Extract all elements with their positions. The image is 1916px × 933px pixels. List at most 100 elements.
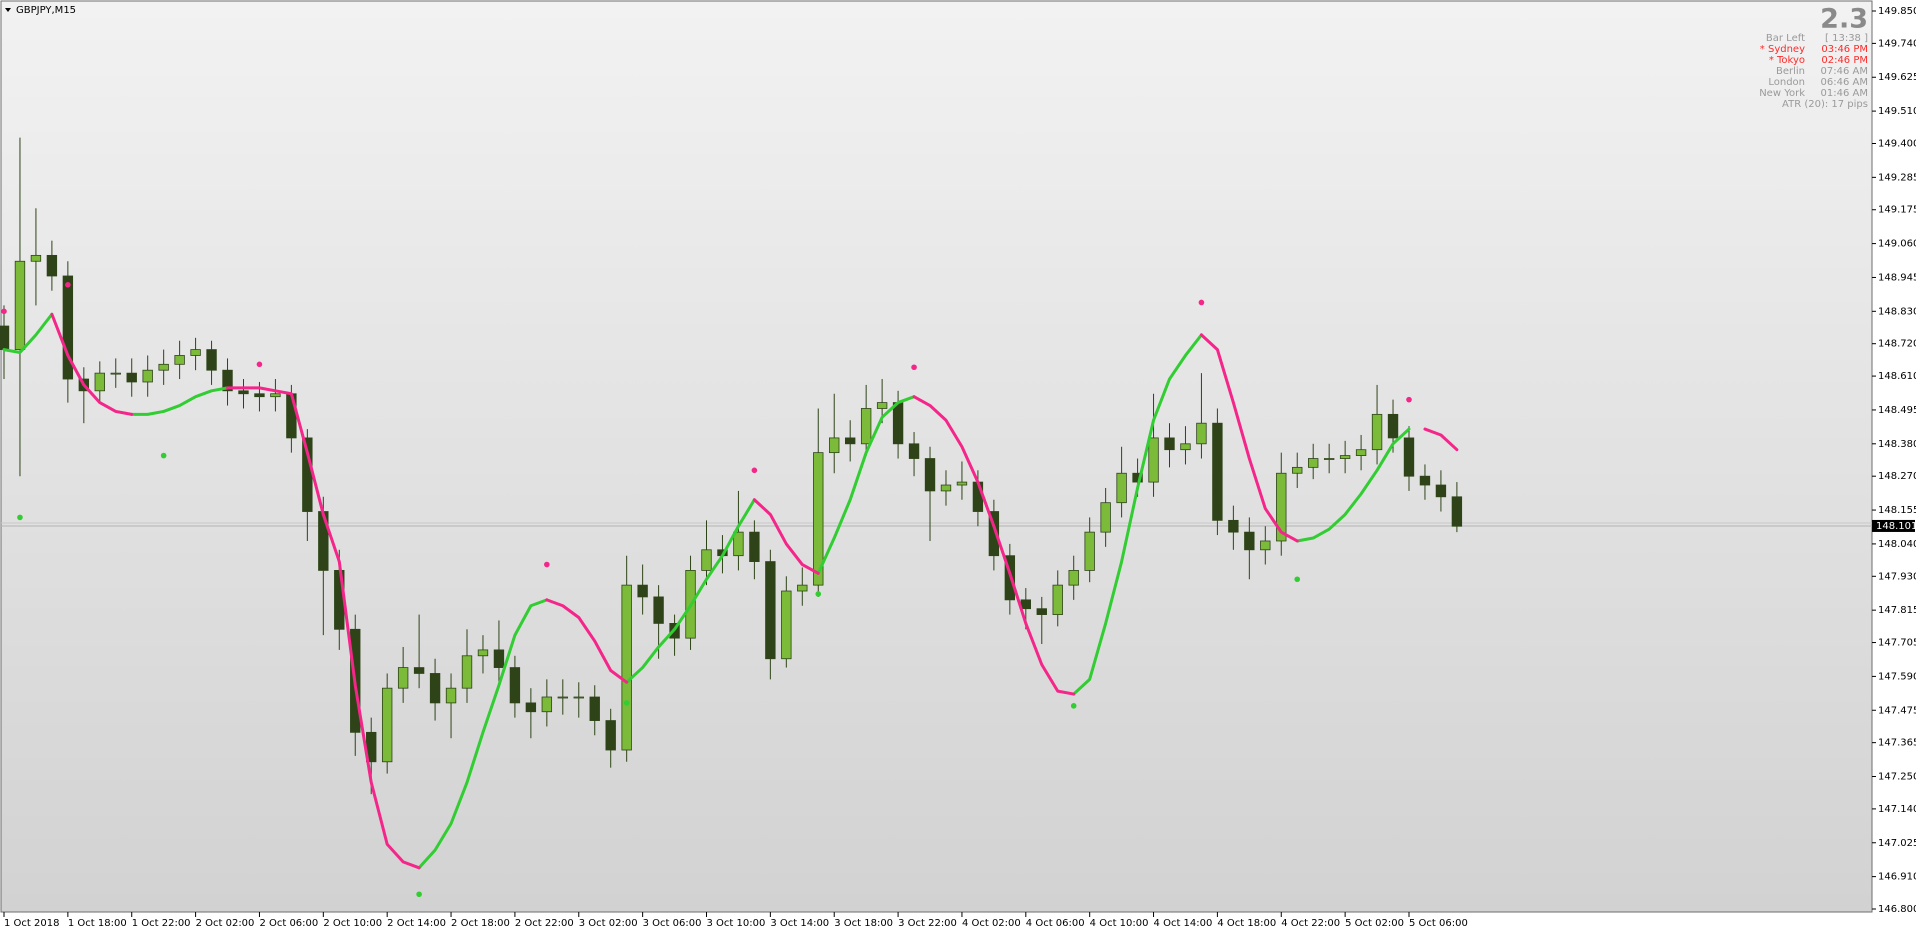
candle-body [1292, 466, 1303, 474]
candle-body [1068, 570, 1079, 586]
plot-area [0, 0, 1873, 913]
info-value: 07:46 AM [1821, 66, 1868, 77]
candle-body [1355, 449, 1367, 456]
candle-body [1180, 443, 1191, 451]
info-value: [ 13:38 ] [1825, 33, 1868, 44]
y-tick-label: 149.400 [1878, 138, 1916, 149]
candle-body [956, 481, 968, 486]
candle-body [892, 402, 904, 445]
candle-body [1308, 458, 1319, 468]
y-tick-label: 146.800 [1878, 904, 1916, 915]
y-tick-label: 148.610 [1878, 371, 1916, 382]
candle-body [1451, 496, 1463, 527]
x-tick-label: 4 Oct 18:00 [1217, 918, 1276, 929]
candle-body [62, 275, 74, 380]
signal-dot [1406, 396, 1412, 403]
y-tick-label: 146.910 [1878, 872, 1916, 883]
candle-body [270, 393, 281, 398]
candle-body [781, 590, 792, 660]
y-tick-label: 149.175 [1878, 205, 1916, 216]
x-tick-label: 1 Oct 18:00 [68, 918, 127, 929]
x-tick-label: 5 Oct 06:00 [1409, 918, 1468, 929]
x-tick-label: 1 Oct 22:00 [132, 918, 191, 929]
x-tick-label: 1 Oct 2018 [4, 918, 59, 929]
y-tick-label: 148.270 [1878, 471, 1916, 482]
candle-body [605, 720, 616, 751]
candle-body [972, 481, 984, 512]
candle-body [1371, 413, 1383, 451]
signal-dot [416, 891, 422, 898]
candle-body [1036, 608, 1047, 615]
candle-body [621, 584, 632, 751]
x-tick-label: 2 Oct 18:00 [451, 918, 510, 929]
indicator-line [50, 312, 1459, 870]
signal-dot [1294, 576, 1301, 583]
x-tick-label: 3 Oct 02:00 [579, 918, 638, 929]
candle-body [158, 363, 169, 371]
candle-body [908, 443, 920, 459]
y-tick-label: 147.815 [1878, 605, 1916, 616]
candle-body [222, 369, 233, 392]
candle-body [110, 372, 121, 375]
info-label: * Sydney [1760, 44, 1805, 55]
candle-body [445, 687, 457, 704]
y-tick-label: 148.830 [1878, 306, 1916, 317]
candle-body [860, 408, 872, 445]
signal-dot [544, 561, 550, 568]
y-tick-label: 149.285 [1878, 172, 1916, 183]
candle-body [238, 390, 249, 395]
candle-body [876, 402, 888, 409]
y-tick-label: 149.740 [1878, 38, 1916, 49]
candle-body [142, 369, 153, 383]
candle-body [1339, 455, 1351, 459]
info-value: 02:46 PM [1821, 55, 1868, 66]
candle-body [461, 655, 473, 689]
candle-body [573, 696, 584, 699]
candle-body [557, 696, 568, 699]
symbol-label: GBPJPY,M15 [16, 5, 76, 16]
x-tick-label: 2 Oct 10:00 [323, 918, 382, 929]
candle-body [1260, 540, 1271, 551]
candle-body [1020, 599, 1032, 610]
signal-dot [65, 282, 71, 288]
candle-body [844, 437, 856, 445]
x-tick-label: 3 Oct 18:00 [834, 918, 893, 929]
y-tick-label: 147.140 [1878, 804, 1916, 815]
signal-dot [1198, 299, 1205, 306]
candle-body [94, 372, 105, 392]
x-tick-label: 2 Oct 14:00 [387, 918, 446, 929]
y-tick-label: 148.720 [1878, 339, 1916, 350]
y-tick-label: 147.365 [1878, 738, 1916, 749]
y-tick-label: 148.040 [1878, 539, 1916, 550]
info-panel: Bar Left [ 13:38 ] * Sydney 03:46 PM * Tokyo… [1759, 33, 1868, 110]
candle-body [14, 260, 26, 350]
y-tick-label: 147.025 [1878, 838, 1916, 849]
candle-body [1387, 413, 1399, 439]
candle-body [254, 393, 265, 398]
menu-triangle[interactable] [5, 8, 11, 12]
candle-body [174, 355, 185, 365]
candle-body [1196, 422, 1207, 445]
x-tick-label: 2 Oct 22:00 [515, 918, 574, 929]
candle-body [1148, 437, 1159, 483]
candle-body [413, 667, 425, 674]
candle-body [701, 549, 712, 571]
x-tick-label: 3 Oct 06:00 [643, 918, 702, 929]
candle-body [190, 349, 201, 356]
atr-label: ATR (20): 17 pips [1782, 99, 1868, 110]
candle-body [924, 458, 936, 492]
candle-body [1100, 502, 1111, 533]
x-tick-label: 3 Oct 14:00 [770, 918, 829, 929]
signal-dot [1, 308, 7, 315]
candle-body [429, 673, 441, 704]
info-label: London [1768, 77, 1805, 88]
candle-body [589, 696, 600, 721]
x-tick-label: 4 Oct 10:00 [1090, 918, 1149, 929]
candle-body [381, 687, 393, 763]
spread: 2.3 [1820, 4, 1868, 35]
y-tick-label: 149.625 [1878, 72, 1916, 83]
candle-body [1419, 475, 1431, 486]
candle-body [813, 452, 824, 586]
y-tick-label: 147.930 [1878, 571, 1916, 582]
